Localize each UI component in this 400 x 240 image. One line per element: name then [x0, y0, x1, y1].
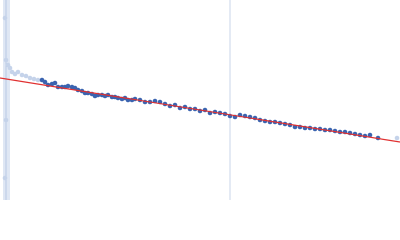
data-point — [3, 117, 9, 123]
data-point — [367, 132, 373, 138]
fit-line — [0, 77, 400, 143]
data-point — [19, 72, 25, 78]
data-point — [3, 57, 9, 63]
data-point — [65, 83, 71, 89]
data-point — [7, 65, 13, 71]
data-point — [31, 76, 37, 82]
data-point — [27, 75, 33, 81]
data-point — [15, 69, 21, 75]
data-point — [23, 73, 29, 79]
data-point — [52, 80, 58, 86]
chart — [0, 0, 400, 200]
data-point — [35, 77, 41, 83]
data-point — [2, 175, 8, 181]
data-point — [2, 15, 8, 21]
data-point — [394, 135, 400, 141]
data-point — [42, 79, 48, 85]
